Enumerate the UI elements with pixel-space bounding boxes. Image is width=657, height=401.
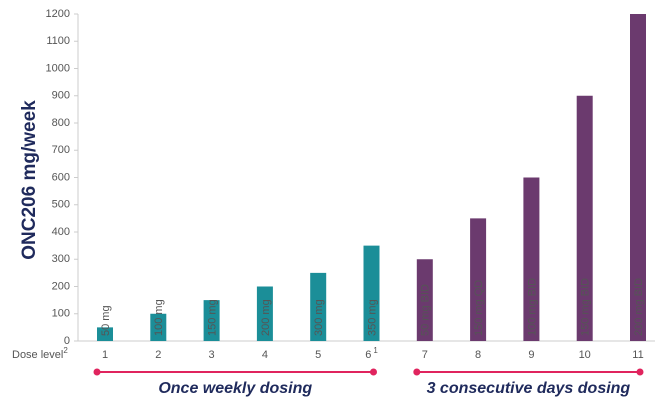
y-tick-label: 0 [64, 335, 70, 347]
dose-label: 100 mg BID [526, 278, 538, 336]
x-tick-label-text: 3 [209, 349, 215, 361]
x-tick-label: 8 [475, 349, 481, 361]
bar [203, 300, 220, 341]
x-tick-label: 4 [262, 349, 268, 361]
x-tick-label-text: 1 [102, 349, 108, 361]
x-axis-label-superscript: 2 [63, 346, 68, 355]
bar [150, 313, 167, 341]
y-tick-label: 600 [52, 171, 70, 183]
bracket-end [370, 368, 377, 376]
x-tick-label-text: 2 [155, 349, 161, 361]
x-axis-label-text: Dose level [12, 349, 63, 361]
x-tick-label-text: 8 [475, 349, 481, 361]
x-tick-label: 3 [209, 349, 215, 361]
x-tick-superscript: 1 [373, 346, 378, 355]
y-tick-label: 1100 [46, 35, 70, 47]
y-tick-label: 200 [52, 280, 70, 292]
bar [310, 272, 327, 341]
bar [363, 245, 380, 341]
y-tick-label: 700 [52, 144, 70, 156]
bar [256, 286, 273, 341]
x-tick-label-text: 6 [365, 349, 371, 361]
y-tick-label: 100 [52, 308, 70, 320]
x-tick-label-text: 7 [422, 349, 428, 361]
dose-label: 150 mg QD [473, 280, 485, 336]
x-tick-label-text: 9 [528, 349, 534, 361]
bar [630, 14, 646, 341]
bracket-end [636, 368, 644, 376]
dose-label: 150 mg [207, 299, 219, 336]
dose-label: 100 mg [153, 299, 165, 336]
dose-label: 200 mg BID [633, 278, 645, 336]
dose-label: 300 mg [313, 299, 325, 336]
y-tick-label: 1000 [46, 62, 70, 74]
dose-label: 50 mg [100, 305, 112, 336]
x-tick-label-text: 10 [579, 349, 591, 361]
x-tick-label-text: 11 [632, 349, 643, 361]
bracket-end [93, 368, 101, 376]
bar [470, 218, 487, 341]
x-axis-label: Dose level2 [12, 346, 68, 361]
bracket-end [413, 368, 421, 376]
y-tick-label: 500 [52, 199, 70, 211]
x-tick-label: 9 [528, 349, 534, 361]
bar [523, 177, 540, 341]
y-tick-label: 300 [52, 253, 70, 265]
dose-label: 150 mg BID [580, 278, 592, 336]
x-tick-label: 2 [155, 349, 161, 361]
y-tick-label: 1200 [46, 8, 70, 20]
x-tick-label: 7 [422, 349, 428, 361]
x-tick-label: 11 [632, 349, 643, 361]
dose-label: 50 mg BID [420, 284, 432, 336]
dose-label: 200 mg [260, 299, 272, 336]
y-tick-label: 800 [52, 117, 70, 129]
x-tick-label: 5 [315, 349, 321, 361]
y-tick-label: 900 [52, 90, 70, 102]
y-tick-label: 400 [52, 226, 70, 238]
group-label: 3 consecutive days dosing [427, 380, 631, 397]
y-axis-label: ONC206 mg/week [19, 100, 40, 260]
x-tick-label: 10 [579, 349, 591, 361]
group-label: Once weekly dosing [158, 380, 312, 397]
x-tick-label-text: 4 [262, 349, 268, 361]
dose-label: 350 mg [366, 299, 378, 336]
bar [416, 259, 433, 341]
bar [576, 95, 593, 341]
x-tick-label-text: 5 [315, 349, 321, 361]
x-tick-label: 1 [102, 349, 108, 361]
bar [97, 327, 113, 341]
